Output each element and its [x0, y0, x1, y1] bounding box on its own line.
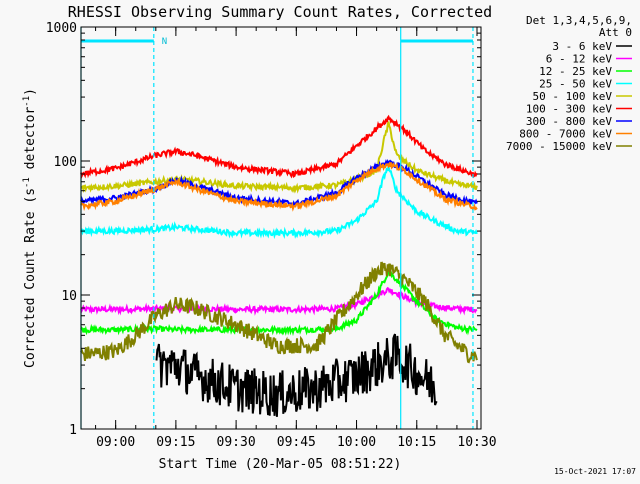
- legend-label: 7000 - 15000 keV: [506, 140, 612, 153]
- y-tick-label: 1: [69, 423, 77, 438]
- y-tick-label: 100: [54, 155, 77, 170]
- legend-label: 6 - 12 keV: [546, 53, 613, 66]
- legend-label: 50 - 100 keV: [533, 90, 613, 103]
- y-tick-label: 10: [61, 289, 77, 304]
- y-axis-label-part: Corrected Count Rate (s: [23, 188, 38, 368]
- night-interval-label: N: [162, 37, 167, 47]
- x-tick-label: 10:00: [337, 435, 376, 450]
- series-line-6-12kev: [80, 286, 478, 316]
- plot-frame: [80, 26, 482, 430]
- y-axis-label-part: detector: [23, 107, 38, 178]
- footer-timestamp: 15-Oct-2021 17:07: [554, 467, 636, 476]
- legend-label: 25 - 50 keV: [539, 78, 612, 91]
- x-tick-label: 09:30: [217, 435, 256, 450]
- x-tick-label: 09:45: [277, 435, 316, 450]
- x-tick-label: 09:00: [96, 435, 135, 450]
- x-tick-label: 10:15: [397, 435, 436, 450]
- x-tick-label: 10:30: [457, 435, 496, 450]
- chart-title: RHESSI Observing Summary Count Rates, Co…: [68, 3, 492, 21]
- series-layer: [80, 114, 478, 417]
- legend-label: 12 - 25 keV: [539, 65, 612, 78]
- series-line-800-7000kev: [80, 161, 478, 212]
- y-axis-label-superscript: -1: [22, 96, 32, 107]
- legend-label: 300 - 800 keV: [526, 115, 612, 128]
- x-axis-label: Start Time (20-Mar-05 08:51:22): [159, 457, 402, 472]
- series-line-100-300kev: [80, 114, 478, 179]
- y-axis-label: Corrected Count Rate (s-1 detector-1): [22, 88, 38, 368]
- legend-header: Att 0: [599, 26, 632, 39]
- x-tick-label: 09:15: [156, 435, 195, 450]
- series-line-25-50kev: [80, 165, 478, 240]
- legend-label: 100 - 300 keV: [526, 103, 612, 116]
- y-tick-label: 1000: [46, 21, 77, 36]
- y-axis-label-part: ): [23, 88, 38, 96]
- series-line-3-6kev: [155, 333, 438, 417]
- y-axis-label-superscript: -1: [22, 177, 32, 188]
- series-line-7000-15000kev: [80, 261, 478, 364]
- legend-label: 800 - 7000 keV: [519, 128, 612, 141]
- legend-header: Det 1,3,4,5,6,9,: [526, 14, 632, 27]
- series-line-50-100kev: [80, 121, 478, 194]
- axes-layer: 09:00 09:15 09:30 09:45 10:00 10:15 10:30 1 10 10…: [46, 21, 497, 450]
- legend-label: 3 - 6 keV: [552, 40, 612, 53]
